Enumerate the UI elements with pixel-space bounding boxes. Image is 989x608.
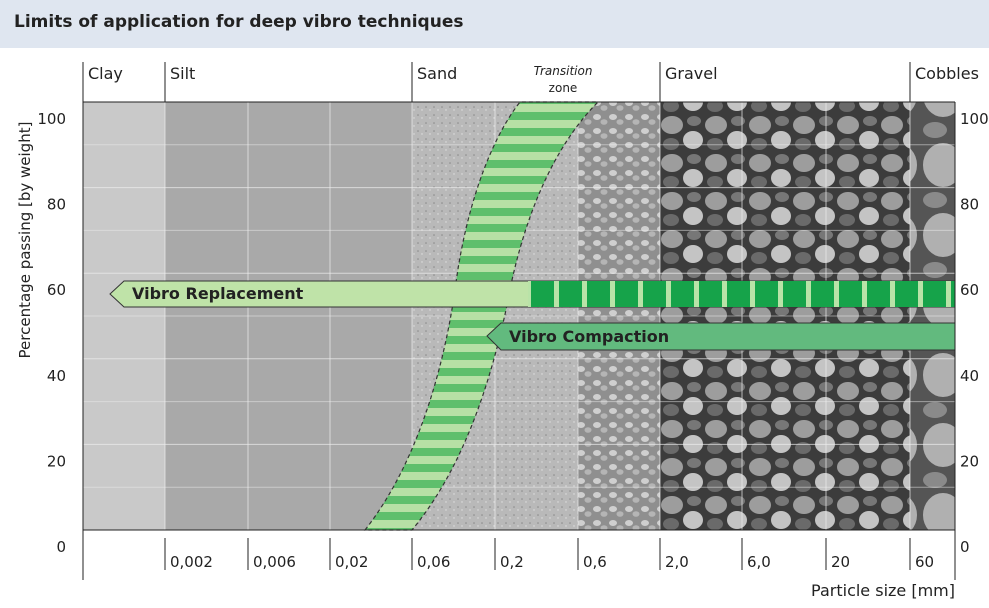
x-tick-label: 20 <box>831 553 850 571</box>
x-tick-label: 0,2 <box>500 553 524 571</box>
zone-label: Silt <box>170 64 195 83</box>
zone-label: Clay <box>88 64 123 83</box>
x-tick-label: 2,0 <box>665 553 689 571</box>
x-tick-label: 0,006 <box>253 553 296 571</box>
y-tick-label: 20 <box>47 452 66 470</box>
x-tick-label: 0,002 <box>170 553 213 571</box>
x-tick-label: 0,02 <box>335 553 368 571</box>
x-tick-label: 0,6 <box>583 553 607 571</box>
y-tick-label: 40 <box>47 367 66 385</box>
y-tick-label-right: 100 <box>960 110 989 128</box>
y-tick-label-right: 60 <box>960 281 979 299</box>
transition-label: zone <box>549 81 578 95</box>
zone-label: Sand <box>417 64 457 83</box>
y-tick-label: 0 <box>56 538 66 556</box>
y-tick-label-right: 80 <box>960 196 979 214</box>
vibro-replacement-range <box>528 281 955 307</box>
x-tick-label: 60 <box>915 553 934 571</box>
x-tick-label: 0,06 <box>417 553 450 571</box>
y-axis-label: Percentage passing [by weight] <box>16 122 34 359</box>
y-tick-label: 100 <box>37 110 66 128</box>
x-axis-label: Particle size [mm] <box>811 581 955 600</box>
transition-label: Transition <box>534 64 593 78</box>
y-tick-label-right: 0 <box>960 538 970 556</box>
y-tick-label: 60 <box>47 281 66 299</box>
x-tick-label: 6,0 <box>747 553 771 571</box>
zone-label: Gravel <box>665 64 718 83</box>
title: Limits of application for deep vibro tec… <box>14 12 463 32</box>
y-tick-label: 80 <box>47 196 66 214</box>
vibro-replacement-label: Vibro Replacement <box>132 284 304 303</box>
y-tick-label-right: 20 <box>960 452 979 470</box>
vibro-compaction-label: Vibro Compaction <box>509 327 669 346</box>
diagram: Limits of application for deep vibro tec… <box>0 0 989 604</box>
y-tick-label-right: 40 <box>960 367 979 385</box>
zone-label: Cobbles <box>915 64 979 83</box>
